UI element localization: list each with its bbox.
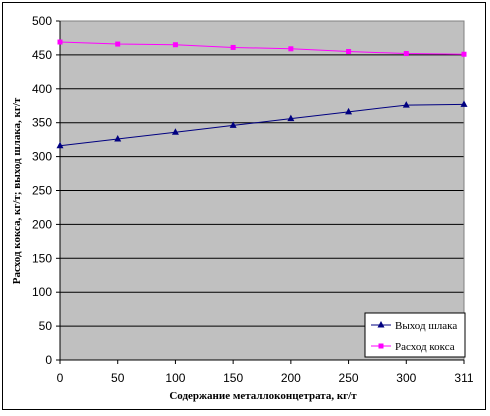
- y-tick-label: 300: [32, 150, 52, 164]
- x-tick-label: 311: [454, 371, 473, 385]
- legend-label-1: Выход шлака: [395, 320, 457, 332]
- x-axis-title: Содержание металлоконцетрата, кг/т: [169, 390, 357, 402]
- x-tick-label: 150: [223, 371, 243, 385]
- data-point: [287, 114, 295, 122]
- legend-label-2: Расход кокса: [395, 341, 455, 353]
- data-point: [403, 51, 409, 57]
- data-point: [402, 101, 410, 108]
- series-line-2: [59, 41, 465, 55]
- y-tick-label: 0: [45, 353, 52, 367]
- y-tick-label: 450: [32, 48, 52, 62]
- series-line-1: [59, 103, 465, 147]
- x-tick-label: 50: [111, 371, 125, 385]
- legend-marker-1: [377, 321, 385, 328]
- legend: Выход шлака Расход кокса: [364, 312, 466, 358]
- legend-box: [364, 312, 466, 358]
- data-point: [288, 46, 294, 52]
- x-tick-label: 0: [57, 371, 64, 385]
- y-tick-label: 50: [39, 319, 53, 333]
- data-point: [460, 100, 468, 107]
- y-tick-label: 100: [32, 285, 52, 299]
- y-axis-title: Расход кокса, кг/т; выход шлака, кг/т: [11, 97, 23, 284]
- data-point: [115, 41, 121, 47]
- data-point: [229, 121, 237, 128]
- y-tick-label: 500: [32, 14, 52, 28]
- x-tick-label: 250: [339, 371, 359, 385]
- y-tick-label: 350: [32, 116, 52, 130]
- data-point: [172, 42, 178, 48]
- chart-frame: 0 50 100 150 200 250 300 350 400 450 500 0 50 100 150 2…: [2, 2, 486, 410]
- data-point: [345, 107, 353, 115]
- data-point: [230, 44, 236, 50]
- y-tick-label: 250: [32, 184, 52, 198]
- data-point: [461, 51, 467, 57]
- line-chart: 0 50 100 150 200 250 300 350 400 450 500 0 50 100 150 2…: [11, 14, 474, 402]
- x-tick-label: 200: [281, 371, 301, 385]
- y-tick-label: 150: [32, 251, 52, 265]
- data-point: [346, 49, 352, 55]
- x-tick-label: 100: [165, 371, 185, 385]
- x-tick-label: 300: [396, 371, 416, 385]
- y-tick-label: 400: [32, 82, 52, 96]
- data-point: [114, 134, 122, 142]
- y-tick-label: 200: [32, 217, 52, 231]
- data-point: [57, 39, 63, 45]
- legend-marker-2: [378, 343, 384, 349]
- data-point: [56, 141, 64, 149]
- data-point: [171, 128, 179, 135]
